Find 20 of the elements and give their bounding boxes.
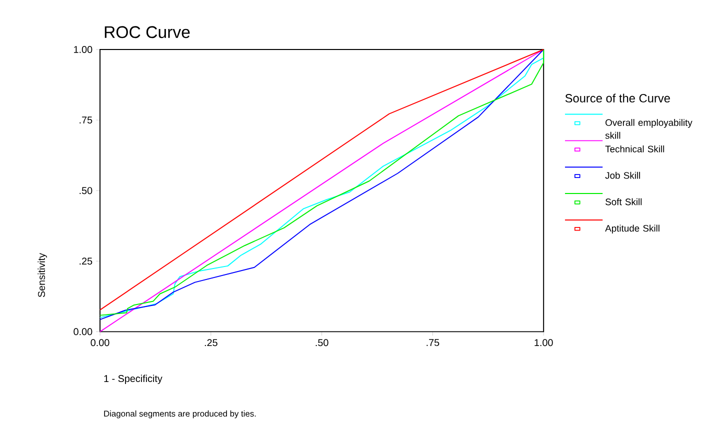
x-tick-label: .50: [316, 339, 328, 346]
chart-title: ROC Curve: [104, 26, 190, 38]
text: Overall employability skill: [605, 119, 692, 139]
x-tick-label: 0.00: [90, 339, 110, 346]
x-tick-label: .75: [426, 339, 440, 346]
x-tick-label: 1.00: [534, 339, 553, 346]
text: Diagonal segments are produced by ties.: [104, 410, 256, 418]
y-tick-label: 0.00: [74, 328, 92, 336]
y-tick-label: .50: [80, 187, 92, 194]
text: Technical Skill: [605, 146, 664, 152]
y-tick-label: .25: [80, 258, 92, 265]
y-axis-title: Sensitivity: [38, 253, 47, 298]
text: Soft Skill: [606, 198, 642, 206]
x-tick-label: .25: [204, 339, 218, 346]
y-tick-label: .75: [80, 116, 92, 124]
text: Aptitude Skill: [605, 224, 660, 234]
text: Job Skill: [605, 172, 640, 179]
legend-title: Source of the Curve: [565, 94, 670, 103]
y-tick-label: 1.00: [74, 46, 92, 54]
x-axis-title: 1 - Specificity: [104, 374, 162, 384]
